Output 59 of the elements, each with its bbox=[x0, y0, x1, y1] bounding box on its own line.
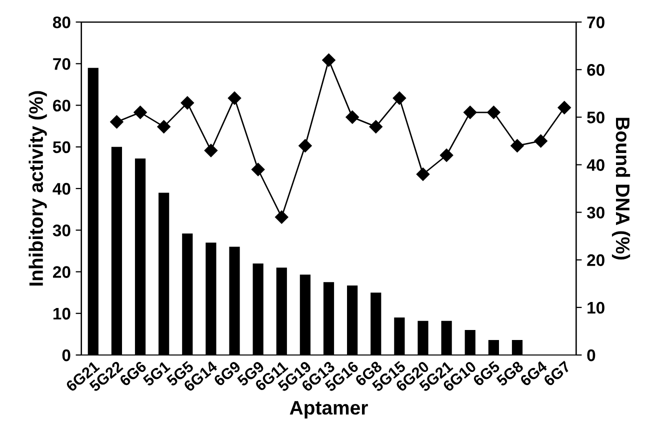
point bbox=[134, 106, 147, 120]
y2-tick-label: 10 bbox=[588, 302, 604, 314]
y2-tick-label: 20 bbox=[587, 254, 604, 266]
point bbox=[464, 106, 477, 120]
point bbox=[346, 110, 359, 124]
point bbox=[275, 210, 288, 224]
point bbox=[298, 139, 312, 152]
y-axis-title: Inhibitory activity (%) bbox=[28, 91, 47, 286]
point bbox=[487, 106, 500, 120]
bar bbox=[512, 340, 523, 356]
y-tick-label: 80 bbox=[52, 16, 70, 28]
y2-tick-label: 50 bbox=[587, 112, 604, 124]
point bbox=[228, 92, 242, 105]
y-tick-label: 70 bbox=[53, 58, 70, 70]
point bbox=[534, 134, 548, 148]
bar bbox=[276, 268, 287, 356]
y2-tick-label: 30 bbox=[586, 206, 604, 219]
y-tick-label: 30 bbox=[52, 224, 70, 236]
y-tick-label: 50 bbox=[52, 141, 70, 154]
y-tick-label: 20 bbox=[53, 266, 70, 278]
y2-tick-label: 70 bbox=[587, 16, 604, 28]
bar bbox=[300, 274, 310, 356]
point bbox=[369, 120, 382, 134]
y-tick-label: 0 bbox=[62, 349, 70, 362]
y2-tick-label: 60 bbox=[587, 64, 604, 76]
y2-axis-title: Bound DNA (%) bbox=[612, 118, 630, 260]
y2-tick-label: 40 bbox=[586, 159, 604, 171]
bar bbox=[134, 158, 146, 356]
bar bbox=[394, 318, 405, 356]
point bbox=[157, 120, 170, 134]
point bbox=[204, 144, 218, 158]
bar bbox=[252, 263, 264, 356]
bar bbox=[229, 246, 240, 356]
y-tick-label: 40 bbox=[52, 182, 70, 195]
point bbox=[392, 92, 406, 105]
point bbox=[510, 139, 524, 152]
bar bbox=[323, 282, 334, 356]
bar bbox=[158, 192, 170, 356]
bar bbox=[418, 320, 428, 356]
bar bbox=[111, 146, 122, 356]
y2-tick-label: 0 bbox=[587, 349, 596, 362]
point bbox=[440, 148, 454, 162]
point bbox=[558, 101, 571, 114]
y-tick-label: 60 bbox=[53, 100, 70, 112]
point bbox=[251, 162, 265, 176]
point bbox=[416, 168, 430, 181]
bar bbox=[182, 233, 193, 356]
bar bbox=[206, 242, 216, 356]
bar bbox=[370, 292, 382, 356]
point bbox=[322, 54, 336, 67]
y-tick-label: 10 bbox=[53, 308, 70, 320]
point bbox=[180, 96, 194, 110]
bar bbox=[464, 330, 476, 356]
bar bbox=[347, 286, 358, 356]
bar bbox=[488, 340, 499, 356]
point bbox=[110, 115, 124, 129]
bar bbox=[441, 320, 452, 356]
x-axis-title: Aptamer bbox=[290, 401, 368, 418]
bar bbox=[88, 68, 98, 356]
